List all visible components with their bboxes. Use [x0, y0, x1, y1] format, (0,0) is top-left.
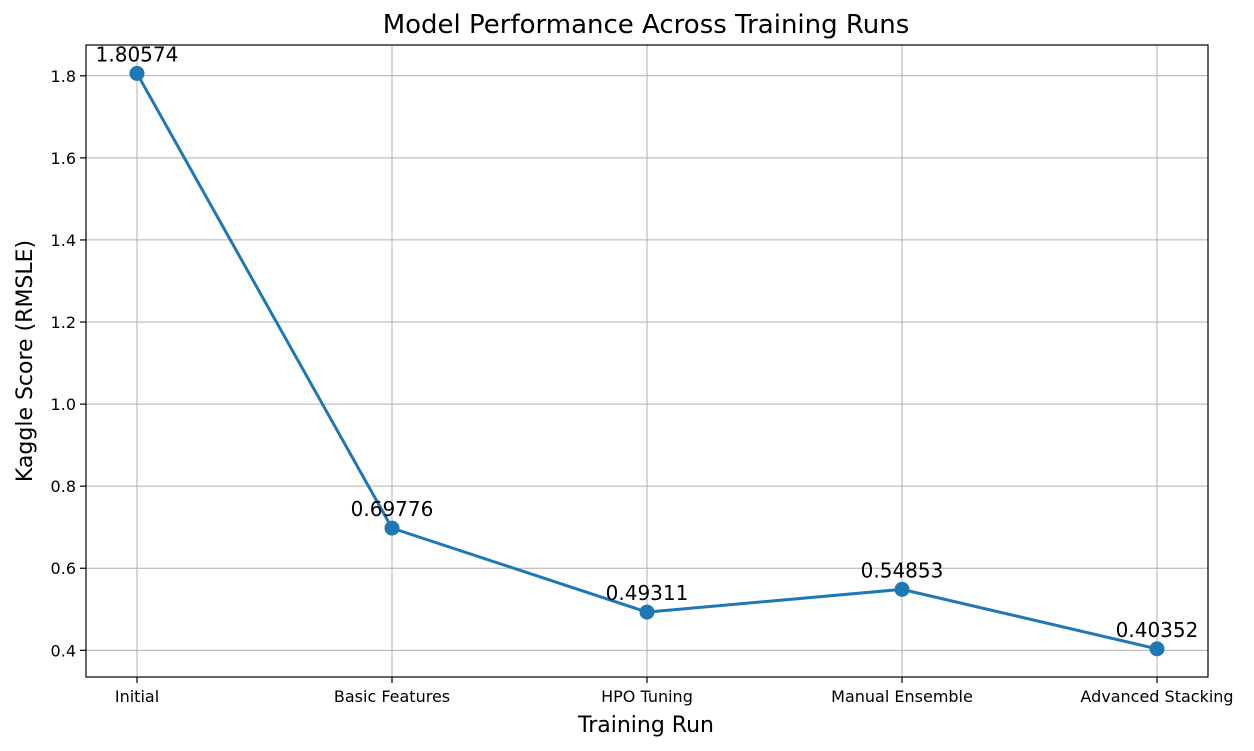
y-tick-label: 1.0	[51, 395, 76, 414]
x-tick-label: Initial	[115, 687, 159, 706]
plot-frame	[85, 44, 1209, 678]
data-point	[129, 65, 145, 81]
x-axis-label: Training Run	[577, 713, 714, 738]
data-point	[639, 604, 655, 620]
data-label: 0.54853	[861, 558, 944, 582]
data-label: 0.40352	[1116, 618, 1199, 642]
data-label: 0.49311	[606, 581, 689, 605]
y-tick-label: 1.4	[51, 231, 76, 250]
data-point	[1149, 641, 1165, 657]
y-tick-label: 0.4	[51, 641, 76, 660]
y-tick-label: 0.6	[51, 559, 76, 578]
data-label: 0.69776	[351, 497, 434, 521]
y-axis-label: Kaggle Score (RMSLE)	[13, 240, 38, 482]
data-label: 1.80574	[96, 42, 179, 66]
y-tick-label: 0.8	[51, 477, 76, 496]
data-point	[894, 581, 910, 597]
axis-ticks: Initial Basic Features HPO Tuning Manual En…	[51, 67, 1234, 706]
y-tick-label: 1.6	[51, 149, 76, 168]
y-tick-label: 1.2	[51, 313, 76, 332]
data-labels: 1.80574 0.69776 0.49311 0.54853 0.40352	[96, 42, 1199, 641]
x-tick-label: Manual Ensemble	[831, 687, 973, 706]
x-tick-label: Basic Features	[334, 687, 450, 706]
chart-title: Model Performance Across Training Runs	[383, 10, 910, 40]
x-tick-label: HPO Tuning	[601, 687, 693, 706]
data-point	[384, 520, 400, 536]
y-tick-label: 1.8	[51, 67, 76, 86]
series-rmsle	[129, 65, 1165, 657]
x-tick-label: Advanced Stacking	[1080, 687, 1233, 706]
grid-lines	[86, 45, 1208, 677]
